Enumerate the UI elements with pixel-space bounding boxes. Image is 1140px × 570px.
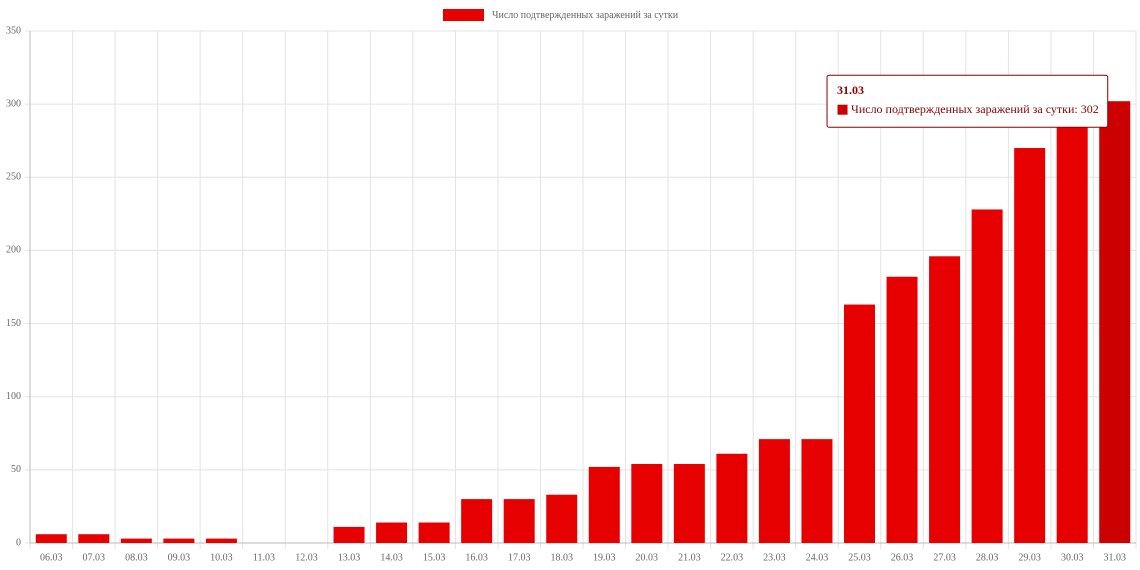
bar[interactable] — [588, 466, 620, 543]
x-tick-label: 23.03 — [763, 552, 786, 563]
x-tick-label: 24.03 — [806, 552, 829, 563]
x-tick-label: 08.03 — [125, 552, 148, 563]
bar[interactable] — [120, 538, 152, 543]
bar[interactable] — [503, 499, 535, 543]
bar[interactable] — [631, 464, 663, 543]
bar[interactable] — [461, 499, 493, 543]
bar[interactable] — [78, 534, 110, 543]
bar[interactable] — [163, 538, 195, 543]
tooltip-swatch — [836, 103, 849, 116]
bar[interactable] — [546, 494, 578, 543]
x-tick-label: 28.03 — [976, 552, 999, 563]
x-tick-label: 14.03 — [380, 552, 403, 563]
x-tick-label: 31.03 — [1103, 552, 1126, 563]
x-tick-label: 12.03 — [295, 552, 318, 563]
bar[interactable] — [35, 534, 67, 543]
tooltip-title: 31.03 — [837, 83, 864, 97]
x-tick-label: 20.03 — [636, 552, 659, 563]
bar[interactable] — [886, 276, 918, 543]
bar[interactable] — [1056, 118, 1088, 544]
x-tick-label: 06.03 — [40, 552, 63, 563]
x-tick-label: 18.03 — [550, 552, 573, 563]
y-tick-label: 100 — [6, 391, 21, 402]
y-tick-label: 200 — [6, 245, 21, 256]
x-tick-label: 07.03 — [83, 552, 106, 563]
y-tick-label: 150 — [6, 318, 21, 329]
legend-label: Число подтвержденных заражений за сутки — [492, 10, 679, 21]
tooltip-text: Число подтвержденных заражений за сутки:… — [851, 102, 1099, 116]
x-tick-label: 29.03 — [1018, 552, 1041, 563]
x-tick-label: 30.03 — [1061, 552, 1084, 563]
bar[interactable] — [1099, 101, 1131, 544]
y-tick-label: 50 — [11, 464, 21, 475]
x-tick-label: 13.03 — [338, 552, 361, 563]
tooltip-box — [826, 74, 1109, 128]
y-tick-label: 0 — [16, 537, 21, 548]
y-tick-label: 250 — [6, 172, 21, 183]
bar[interactable] — [376, 522, 408, 543]
bar[interactable] — [673, 464, 705, 543]
bar[interactable] — [758, 439, 790, 543]
bar[interactable] — [1014, 148, 1046, 543]
bar[interactable] — [716, 453, 748, 543]
bar[interactable] — [801, 439, 833, 543]
bar[interactable] — [971, 209, 1003, 543]
x-tick-label: 25.03 — [848, 552, 871, 563]
x-tick-label: 11.03 — [253, 552, 275, 563]
bar[interactable] — [333, 526, 365, 543]
bar[interactable] — [418, 522, 450, 543]
bar[interactable] — [844, 304, 875, 543]
x-tick-label: 15.03 — [423, 552, 446, 563]
x-tick-label: 09.03 — [168, 552, 191, 563]
tooltip: 31.03 Число подтвержденных заражений за с… — [826, 74, 1109, 128]
legend-swatch[interactable] — [443, 9, 484, 21]
x-tick-label: 17.03 — [508, 552, 531, 563]
x-tick-label: 27.03 — [933, 552, 956, 563]
x-tick-label: 22.03 — [721, 552, 744, 563]
y-tick-label: 300 — [6, 98, 21, 109]
x-tick-label: 19.03 — [593, 552, 616, 563]
bar[interactable] — [205, 538, 237, 543]
x-tick-label: 16.03 — [465, 552, 488, 563]
x-tick-label: 26.03 — [891, 552, 914, 563]
y-tick-label: 350 — [6, 25, 21, 36]
x-tick-label: 10.03 — [210, 552, 233, 563]
x-tick-label: 21.03 — [678, 552, 701, 563]
bar[interactable] — [929, 256, 961, 543]
